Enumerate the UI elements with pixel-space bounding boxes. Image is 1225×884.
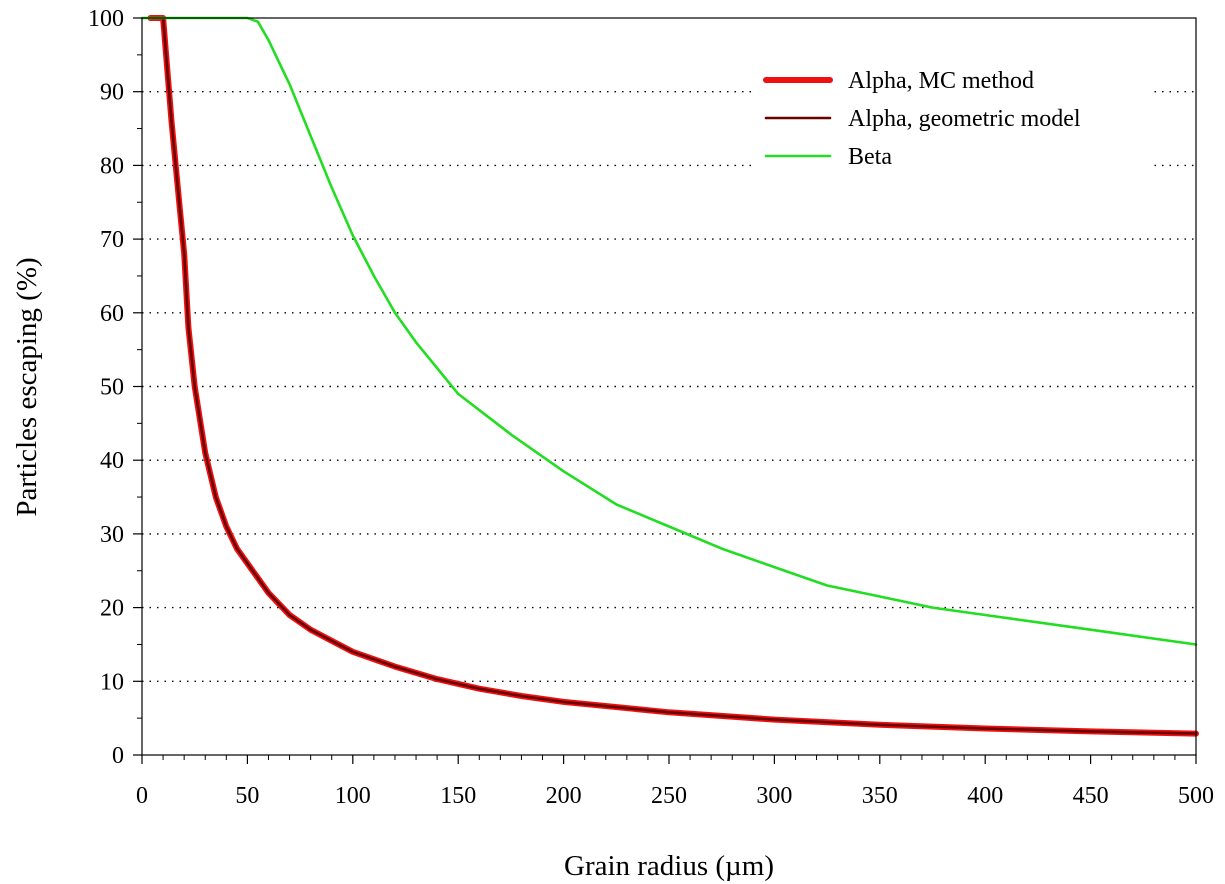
x-tick-label: 150 — [440, 783, 476, 809]
x-tick-label: 350 — [862, 783, 898, 809]
x-tick-label: 300 — [756, 783, 792, 809]
legend-label: Alpha, MC method — [848, 68, 1034, 94]
y-tick-label: 90 — [100, 80, 124, 106]
x-tick-label: 250 — [651, 783, 687, 809]
y-tick-label: 40 — [100, 448, 124, 474]
y-axis-label: Particles escaping (%) — [11, 257, 43, 516]
y-tick-label: 80 — [100, 153, 124, 179]
x-tick-label: 500 — [1178, 783, 1214, 809]
y-tick-label: 60 — [100, 301, 124, 327]
x-tick-label: 200 — [546, 783, 582, 809]
y-tick-label: 20 — [100, 596, 124, 622]
x-tick-label: 400 — [967, 783, 1003, 809]
y-tick-label: 70 — [100, 227, 124, 253]
y-tick-label: 100 — [88, 6, 124, 32]
x-tick-label: 0 — [136, 783, 148, 809]
x-axis-label: Grain radius (µm) — [564, 850, 774, 882]
x-tick-label: 50 — [235, 783, 259, 809]
x-tick-label: 100 — [335, 783, 371, 809]
x-tick-label: 450 — [1073, 783, 1109, 809]
grid-lines — [142, 90, 1196, 682]
series-line-2 — [149, 16, 1198, 735]
y-tick-label: 10 — [100, 669, 124, 695]
legend: Alpha, MC method Alpha, geometric model Be… — [752, 56, 1152, 178]
series-line-3 — [140, 16, 1198, 646]
legend-label: Alpha, geometric model — [848, 106, 1081, 132]
series-layer — [140, 15, 1199, 737]
y-tick-label: 50 — [100, 375, 124, 401]
y-tick-label: 30 — [100, 522, 124, 548]
axis-ticks: 0 10 20 30 40 50 60 70 80 90 100 0 50 100 150 200 250 300… — [88, 6, 1214, 809]
y-tick-label: 0 — [112, 743, 124, 769]
legend-label: Beta — [848, 144, 892, 170]
